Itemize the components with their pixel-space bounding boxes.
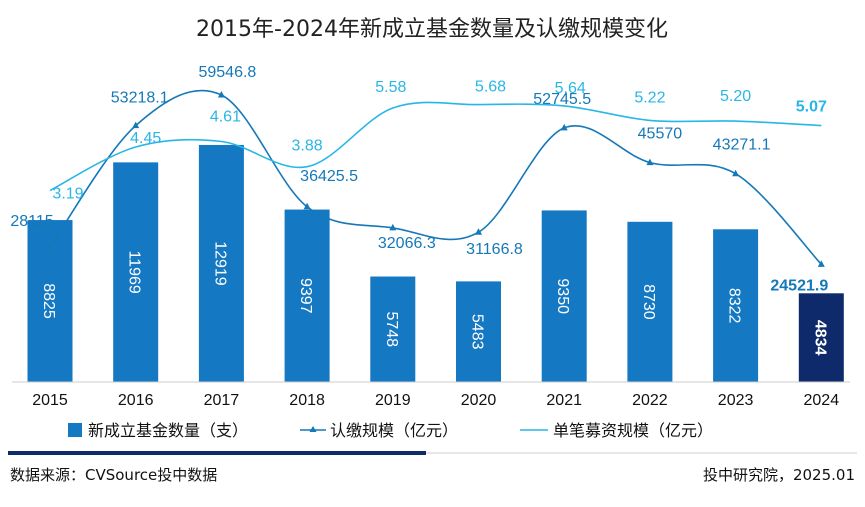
x-tick-2017: 2017: [204, 392, 240, 409]
bar-2020: [456, 281, 501, 382]
x-tick-2021: 2021: [546, 392, 582, 409]
avg-fund-size-label-2016: 4.45: [130, 130, 161, 147]
bar-value-label-2017: 12919: [211, 241, 228, 286]
avg-fund-size-label-2017: 4.61: [210, 108, 241, 125]
x-tick-2016: 2016: [118, 392, 154, 409]
footer-credit: 投中研究院，2025.01: [703, 466, 855, 484]
subscription-scale-marker-2023: [732, 169, 740, 177]
bar-value-label-2024: 4834: [811, 320, 828, 356]
avg-fund-size-label-2015: 3.19: [52, 185, 83, 202]
chart-title: 2015年-2024年新成立基金数量及认缴规模变化: [196, 17, 668, 42]
subscription-scale-label-2024: 24521.9: [770, 277, 828, 294]
x-tick-2020: 2020: [461, 392, 497, 409]
x-tick-2018: 2018: [289, 392, 325, 409]
x-tick-2023: 2023: [718, 392, 754, 409]
bar-2016: [113, 162, 159, 382]
legend-label-line1: 认缴规模（亿元）: [330, 421, 458, 440]
subscription-scale-series: 28115 53218.1 59546.8 36425.5 32066.3 31166.8…: [10, 64, 828, 294]
avg-fund-size-label-2020: 5.68: [475, 79, 506, 96]
legend-label-line2: 单笔募资规模（亿元）: [553, 421, 713, 440]
subscription-scale-marker-2017: [217, 91, 225, 98]
avg-fund-size-line: [49, 101, 822, 192]
bar-2019: [370, 276, 416, 382]
bar-value-label-2022: 8730: [640, 284, 657, 320]
bar-value-label-2016: 11969: [126, 251, 143, 294]
subscription-scale-label-2021: 52745.5: [533, 91, 591, 108]
x-tick-2019: 2019: [375, 392, 411, 409]
subscription-scale-marker-2020: [475, 228, 482, 235]
subscription-scale-label-2018: 36425.5: [300, 168, 358, 185]
bar-2022: [627, 221, 673, 382]
x-tick-2022: 2022: [632, 392, 668, 409]
x-tick-2015: 2015: [32, 392, 68, 409]
subscription-scale-label-2023: 43271.1: [713, 137, 771, 154]
subscription-scale-label-2022: 45570: [638, 126, 683, 143]
subscription-scale-marker-2018: [303, 202, 311, 210]
legend-marker-line1: [309, 426, 317, 432]
legend-swatch-bar: [68, 423, 82, 437]
avg-fund-size-label-2019: 5.58: [375, 79, 406, 96]
bar-value-label-2021: 9350: [554, 278, 571, 314]
subscription-scale-marker-2015: [46, 242, 54, 250]
subscription-scale-line: [49, 89, 822, 265]
avg-fund-size-label-2023: 5.20: [720, 88, 751, 105]
avg-fund-size-label-2024: 5.07: [796, 99, 827, 116]
avg-fund-size-label-2021: 5.64: [555, 80, 586, 97]
subscription-scale-marker-2016: [132, 121, 140, 129]
bar-value-label-2023: 8322: [726, 288, 743, 324]
subscription-scale-marker-2021: [560, 123, 568, 131]
bar-2017: [198, 144, 244, 382]
subscription-scale-label-2020: 31166.8: [466, 241, 523, 258]
bar-value-label-2018: 9397: [297, 278, 314, 314]
bar-value-label-2015: 8825: [40, 283, 57, 319]
subscription-scale-label-2015: 28115: [10, 213, 53, 230]
subscription-scale-marker-2022: [646, 158, 654, 166]
bar-value-label-2019: 5748: [383, 311, 400, 347]
footer-rule-accent: [8, 451, 426, 455]
bar-2023: [713, 229, 759, 382]
avg-fund-size-label-2018: 3.88: [292, 138, 323, 155]
legend-label-bar: 新成立基金数量（支）: [88, 421, 248, 440]
footer-source: 数据来源：CVSource投中数据: [10, 466, 217, 484]
bar-2024: [798, 293, 844, 382]
bar-group: 8825 11969 12919 9397 5748 5483 9350 8730 8322 48…: [27, 144, 844, 382]
x-tick-2024: 2024: [804, 392, 840, 409]
avg-fund-size-series: 3.19 4.45 4.61 3.88 5.58 5.68 5.64 5.22 5.20 5.07: [49, 79, 827, 202]
subscription-scale-label-2017: 59546.8: [198, 64, 256, 81]
bar-2018: [284, 209, 330, 382]
subscription-scale-marker-2024: [817, 260, 825, 267]
subscription-scale-marker-2019: [389, 223, 397, 231]
subscription-scale-label-2016: 53218.1: [111, 90, 169, 107]
legend: 新成立基金数量（支） 认缴规模（亿元） 单笔募资规模（亿元）: [68, 421, 713, 440]
subscription-scale-label-2019: 32066.3: [378, 235, 436, 252]
x-axis: 2015 2016 2017 2018 2019 2020 2021 2022 2023 2024: [32, 392, 839, 409]
bar-2021: [541, 210, 587, 382]
avg-fund-size-label-2022: 5.22: [634, 89, 665, 106]
bar-value-label-2020: 5483: [469, 314, 486, 350]
